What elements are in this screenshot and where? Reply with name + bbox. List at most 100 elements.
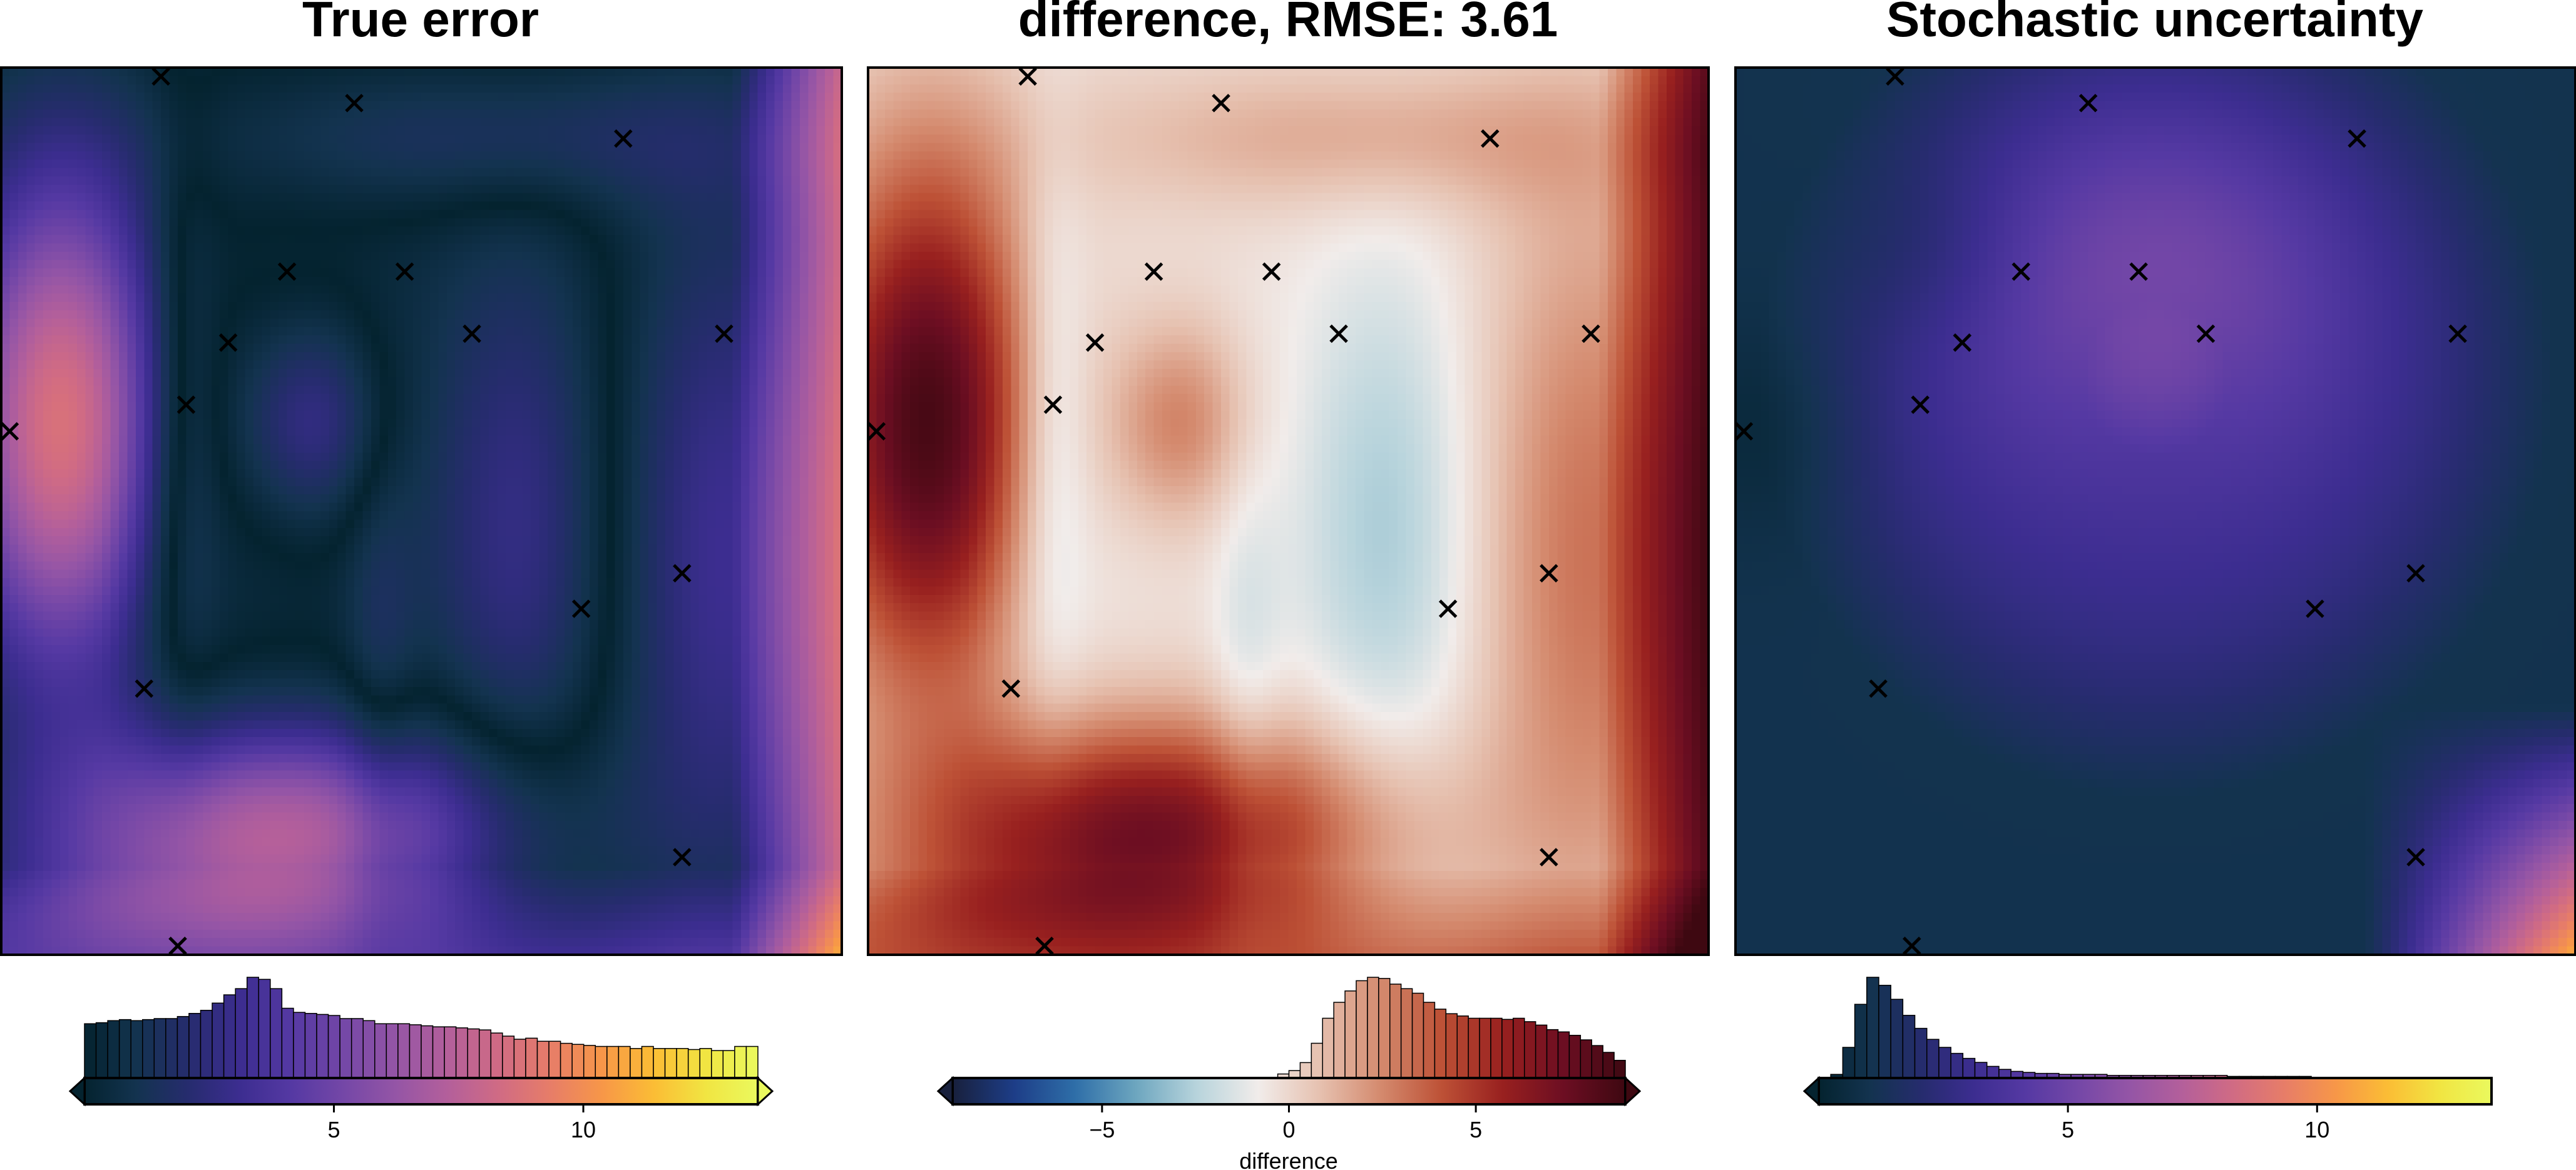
histogram-bar <box>293 1012 306 1078</box>
histogram-bar <box>1568 1034 1582 1078</box>
map-frame <box>867 66 1710 956</box>
constraint-point <box>2129 262 2148 281</box>
constraint-point <box>2078 93 2098 113</box>
histogram-bar <box>560 1042 573 1078</box>
histogram-bar <box>1878 985 1891 1078</box>
histogram-bar <box>479 1029 492 1078</box>
histogram-bar <box>95 1022 108 1078</box>
colorbar <box>1817 1077 2493 1106</box>
constraint-points <box>0 67 733 955</box>
histogram-bar <box>1456 1015 1469 1078</box>
constraint-point <box>673 564 692 583</box>
panel-stochastic-uncertainty: Stochastic uncertainty 5 10 <box>1734 0 2576 1142</box>
histogram-bar <box>1613 1059 1626 1078</box>
colorbar-tick-label: −5 <box>1089 1117 1115 1142</box>
histogram-bar <box>1914 1027 1928 1078</box>
histogram-bar <box>687 1049 700 1078</box>
constraint-point <box>1540 848 1558 867</box>
constraint-point <box>571 599 591 618</box>
heatmap-image <box>868 68 1709 955</box>
heatmap-map <box>1734 66 2576 956</box>
constraint-point <box>2406 848 2425 867</box>
constraint-point <box>1018 67 1037 86</box>
histogram <box>1277 977 1626 1078</box>
histogram-bar <box>362 1020 376 1078</box>
colorbar-ticks: 5 10 <box>328 1104 596 1142</box>
histogram-bar <box>2022 1072 2036 1078</box>
constraint-point <box>1085 333 1105 352</box>
panel-title: Stochastic uncertainty <box>1886 0 2424 47</box>
constraint-point <box>218 333 238 352</box>
histogram-bar <box>246 977 260 1078</box>
heatmap-map <box>0 66 843 956</box>
histogram-bar <box>1557 1031 1570 1078</box>
constraint-point <box>2196 324 2216 343</box>
histogram-bar <box>1344 990 1357 1078</box>
constraint-point <box>2306 599 2324 618</box>
histogram-colorbar: 5 10 <box>68 977 774 1142</box>
colorbar-tick-label: 10 <box>2304 1117 2329 1142</box>
constraint-point <box>1144 262 1163 281</box>
constraint-points <box>1734 67 2467 955</box>
constraint-point <box>395 262 414 281</box>
histogram-bar <box>386 1023 399 1078</box>
histogram-bar <box>630 1048 643 1078</box>
histogram-bar <box>548 1040 561 1078</box>
constraint-point <box>0 422 19 441</box>
constraint-point <box>1262 262 1281 281</box>
histogram-bar <box>1423 1002 1436 1078</box>
colorbar-extend-min <box>936 1076 954 1107</box>
histogram-bar <box>107 1020 120 1078</box>
constraint-point <box>1329 324 1348 343</box>
histogram-bar <box>1299 1062 1312 1078</box>
histogram-bar <box>84 1023 97 1078</box>
histogram-bar <box>316 1014 329 1078</box>
histogram-bar <box>176 1015 190 1078</box>
colorbar-ticks: 5 10 <box>2062 1104 2329 1142</box>
histogram-colorbar: −5 0 5 difference <box>936 977 1642 1170</box>
histogram-bar <box>1288 1070 1301 1078</box>
colorbar <box>951 1077 1627 1106</box>
histogram-bar <box>1546 1029 1559 1078</box>
histogram-bar <box>525 1037 538 1078</box>
panel-title: difference, RMSE: 3.61 <box>1018 0 1558 47</box>
constraint-point <box>1043 395 1063 414</box>
histogram-bar <box>1926 1039 1940 1078</box>
histogram-bar <box>1842 1047 1856 1078</box>
histogram-bar <box>1535 1024 1548 1078</box>
histogram-bar <box>339 1018 352 1078</box>
histogram-bar <box>1322 1017 1334 1078</box>
histogram-bar <box>1962 1057 1976 1078</box>
histogram-bar <box>281 1007 294 1078</box>
histogram-bar <box>409 1024 422 1078</box>
histogram-bar <box>571 1044 585 1078</box>
histogram-bar <box>223 994 236 1078</box>
heatmap-image <box>1735 68 2575 955</box>
histogram-bar <box>536 1040 549 1078</box>
colorbar-tick-label: 0 <box>1282 1117 1295 1142</box>
histogram-bar <box>1468 1017 1480 1078</box>
histogram-bar <box>188 1012 202 1078</box>
histogram-bar <box>1890 999 1904 1078</box>
colorbar-tick-label: 5 <box>1469 1117 1482 1142</box>
constraint-point <box>1001 679 1021 698</box>
histogram-bar <box>490 1032 503 1078</box>
constraint-point <box>1035 937 1054 955</box>
colorbar-label: difference <box>1239 1148 1337 1170</box>
constraint-point <box>715 324 733 343</box>
histogram-bar <box>711 1050 724 1078</box>
histogram-bar <box>1513 1017 1525 1078</box>
histogram-bar <box>444 1026 457 1078</box>
colorbar-extend-min <box>68 1076 86 1107</box>
histogram-bar <box>595 1045 608 1078</box>
histogram-bar <box>653 1048 666 1078</box>
constraint-point <box>2348 129 2366 148</box>
histogram-bar <box>1311 1042 1323 1078</box>
histogram-bar <box>618 1045 631 1078</box>
histogram-bar <box>1950 1052 1964 1078</box>
constraint-point <box>673 848 692 867</box>
histogram-bar <box>153 1018 166 1078</box>
histogram-bar <box>1524 1021 1536 1078</box>
panel-true-error: True error 5 10 <box>0 0 843 1142</box>
histogram-bar <box>1389 984 1402 1078</box>
